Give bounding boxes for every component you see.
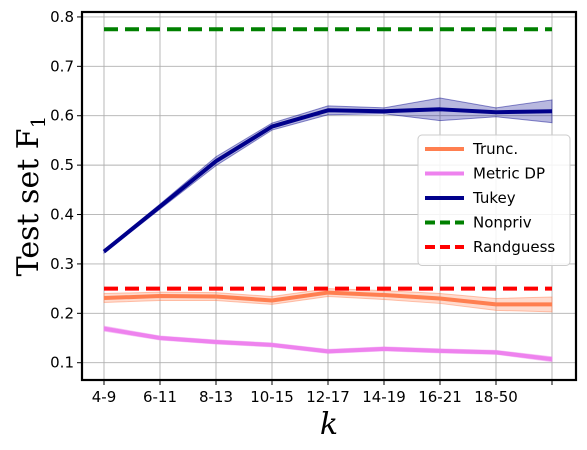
- x-tick-label: 4-9: [92, 388, 117, 406]
- x-tick-label: 14-19: [362, 388, 406, 406]
- legend-label-trunc: Trunc.: [472, 140, 518, 158]
- y-tick-label: 0.8: [50, 8, 74, 26]
- x-axis-title: k: [320, 407, 338, 442]
- axis-ticks: 4-9 6-11 8-13 10-15 12-17 14-19 16-21 18-50 0.1 0…: [50, 8, 553, 406]
- x-tick-label: 16-21: [418, 388, 462, 406]
- legend-label-tukey: Tukey: [472, 189, 516, 207]
- plot-frame: [80, 10, 578, 382]
- y-axis-title-subscript: 1: [26, 116, 50, 129]
- legend-label-nonpriv: Nonpriv: [473, 214, 532, 232]
- x-tick-label: 18-50: [474, 388, 518, 406]
- y-tick-label: 0.4: [50, 206, 74, 224]
- y-tick-label: 0.1: [50, 354, 74, 372]
- legend-label-randguess: Randguess: [473, 238, 555, 256]
- series-lines: [102, 27, 553, 362]
- x-tick-label: 10-15: [250, 388, 294, 406]
- series-line-trunc: [103, 290, 552, 307]
- series-line-tukey: [102, 107, 553, 254]
- legend-label-metric-dp: Metric DP: [473, 165, 545, 183]
- x-tick-label: 6-11: [143, 388, 177, 406]
- y-axis-title-main: Test set F: [11, 128, 46, 276]
- y-axis-title: Test set F1: [11, 116, 50, 277]
- x-tick-label: 12-17: [306, 388, 350, 406]
- y-tick-label: 0.7: [50, 57, 74, 75]
- y-tick-label: 0.2: [50, 304, 74, 322]
- band-trunc: [103, 288, 553, 313]
- y-tick-label: 0.5: [50, 156, 74, 174]
- series-line-metric-dp: [103, 326, 553, 362]
- y-tick-label: 0.6: [50, 107, 74, 125]
- legend: Trunc. Metric DP Tukey Nonpriv Randguess: [417, 134, 571, 266]
- x-tick-label: 8-13: [199, 388, 233, 406]
- legend-box: [417, 134, 571, 266]
- y-tick-label: 0.3: [50, 255, 74, 273]
